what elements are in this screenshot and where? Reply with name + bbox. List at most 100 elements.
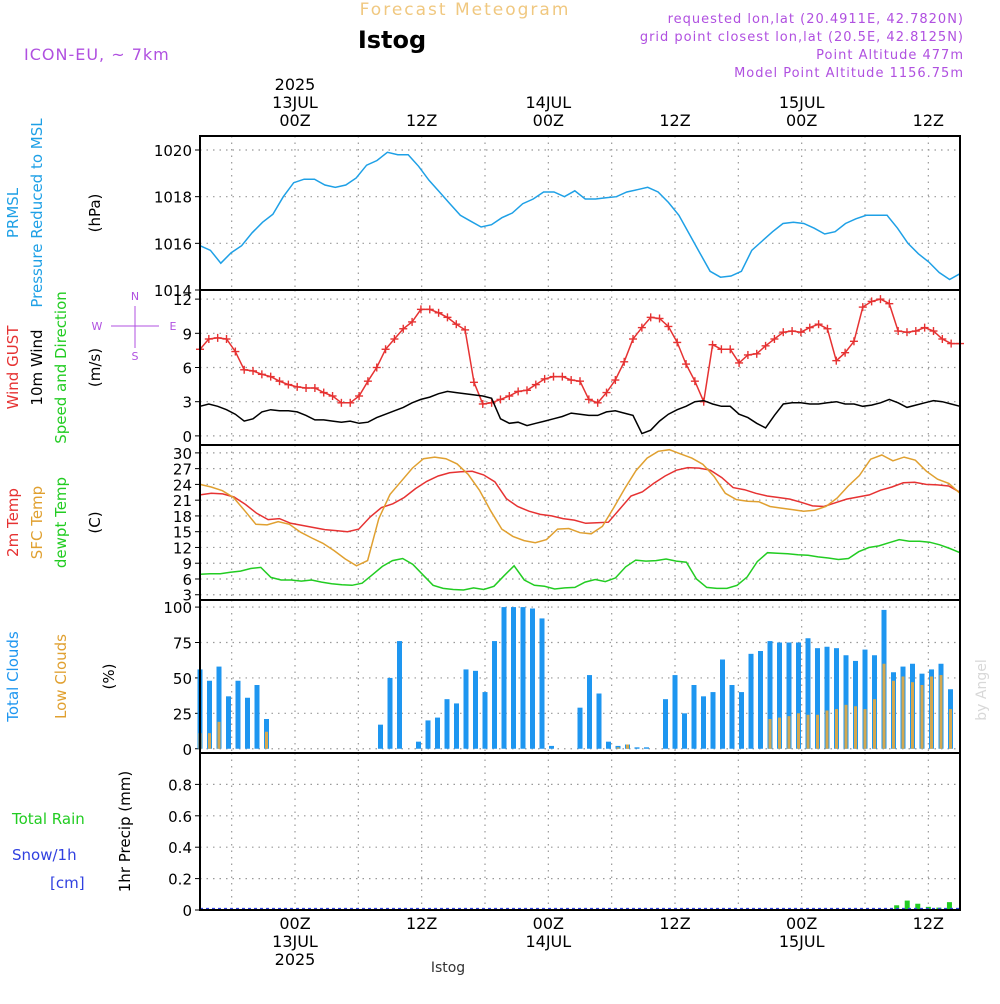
legend-rain: Total Rain [11, 810, 85, 828]
axis-label: (m/s) [86, 348, 104, 387]
time-tick-label: 2025 [275, 950, 316, 969]
axis-label: Wind GUST [4, 325, 22, 410]
bar-total [596, 693, 602, 749]
bar-total [767, 641, 773, 749]
bar-low [882, 663, 886, 749]
bar-total [207, 680, 212, 749]
bar-total [463, 669, 469, 749]
bar-low [616, 747, 620, 749]
axis-label: (%) [100, 664, 118, 690]
location-title: Istog [358, 26, 426, 54]
legend-snow: Snow/1h [12, 846, 77, 864]
model-label: ICON-EU, ~ 7km [24, 45, 170, 64]
y-tick-label: 0.2 [168, 871, 192, 889]
bar-total [834, 648, 839, 749]
panel-frame [199, 135, 961, 291]
y-tick-label: 0 [182, 902, 192, 920]
bar-total [606, 741, 611, 749]
bar-total [758, 651, 763, 749]
bar-low [208, 733, 211, 749]
credit-label: by Angel [974, 659, 990, 720]
bottom-location-label: Istog [431, 960, 465, 976]
bar-low [825, 710, 829, 749]
bar-low [797, 713, 800, 749]
bar-low [778, 717, 781, 749]
bar-total [492, 641, 497, 749]
bar-low [920, 685, 924, 749]
y-tick-label: 12 [173, 539, 192, 557]
axis-label: Low Clouds [52, 634, 70, 719]
bar-low [265, 731, 268, 749]
bar-low [844, 704, 848, 749]
bar-total [843, 655, 849, 749]
bar-low [949, 709, 952, 749]
time-tick-label: 12Z [406, 111, 437, 130]
bar-total [796, 642, 801, 749]
y-tick-label: 3 [182, 394, 192, 412]
bar-total [853, 660, 858, 749]
axis-label: (hPa) [86, 194, 104, 233]
y-tick-label: 1018 [154, 189, 192, 207]
y-tick-label: 0.8 [168, 776, 192, 794]
time-tick-label: 13JUL [272, 932, 318, 951]
bar-low [911, 682, 914, 749]
bar-total [739, 692, 744, 749]
bar-low [816, 714, 819, 749]
bar-total [397, 641, 402, 749]
time-tick-label: 12Z [659, 111, 690, 130]
axis-label: Total Clouds [4, 631, 22, 723]
y-tick-label: 0 [182, 428, 192, 446]
bar-low [806, 714, 810, 749]
bar-total [729, 685, 735, 749]
axis-label: Speed and Direction [52, 291, 70, 444]
y-tick-label: 3 [182, 587, 192, 605]
bar-total [226, 696, 231, 749]
time-tick-label: 00Z [279, 111, 310, 130]
time-tick-label: 13JUL [272, 93, 318, 112]
y-tick-label: 24 [173, 476, 192, 494]
y-tick-label: 21 [173, 492, 192, 510]
time-tick-label: 00Z [279, 914, 310, 933]
series-line-dew [199, 538, 961, 591]
series-line-t2m [199, 466, 961, 533]
bar-low [217, 721, 221, 749]
panel-pressure: 1014 1016 1018 1020 PRMSL Pressure Reduced to… [4, 118, 961, 308]
bar-total [710, 692, 716, 749]
bar-low [626, 744, 629, 749]
axis-label: dewpt Temp [52, 477, 70, 568]
bar-total [549, 745, 554, 749]
time-tick-label: 00Z [533, 914, 564, 933]
axis-label: 10m Wind [28, 329, 46, 405]
bar-total [444, 699, 450, 749]
y-tick-label: 25 [173, 705, 192, 723]
y-tick-label: 9 [182, 325, 192, 343]
panels: 1014 1016 1018 1020 PRMSL Pressure Reduced to… [4, 118, 964, 920]
bar-total [254, 685, 260, 749]
compass-east: E [170, 320, 177, 333]
point-altitude: Point Altitude 477m [816, 48, 964, 63]
y-tick-label: 9 [182, 555, 192, 573]
bar-total [815, 648, 820, 749]
time-tick-label: 15JUL [779, 932, 825, 951]
y-tick-label: 15 [173, 524, 192, 542]
bar-low [768, 719, 772, 749]
y-tick-label: 0.6 [168, 808, 192, 826]
panel-wind: 0 3 6 9 12 Wind GUST 10m Wind Speed and Directi… [4, 289, 964, 446]
bar-total [862, 649, 868, 749]
y-tick-label: 6 [182, 571, 192, 589]
y-tick-label: 1020 [154, 142, 192, 160]
bar-total [378, 724, 383, 749]
bar-total [435, 717, 440, 749]
bar-total [501, 607, 507, 749]
bar-total [634, 747, 640, 749]
bar-total [701, 696, 706, 749]
bar-rain [904, 900, 910, 910]
bar-total [425, 720, 431, 749]
bar-total [235, 680, 241, 749]
bar-total [720, 659, 725, 749]
bar-low [787, 716, 791, 749]
y-tick-label: 0 [182, 741, 192, 759]
y-tick-label: 27 [173, 461, 192, 479]
